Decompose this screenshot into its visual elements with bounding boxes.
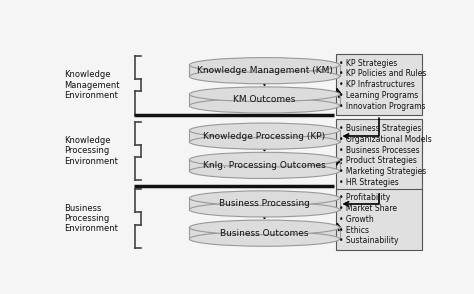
Text: Business Processing: Business Processing: [219, 199, 310, 208]
Text: Knlg. Processing Outcomes: Knlg. Processing Outcomes: [203, 161, 326, 170]
Text: • Profitability: • Profitability: [339, 193, 391, 202]
Text: Knowledge Processing (KP): Knowledge Processing (KP): [203, 132, 326, 141]
Text: KM Outcomes: KM Outcomes: [233, 96, 296, 104]
Text: • Marketing Strategies: • Marketing Strategies: [339, 167, 427, 176]
Text: • Market Share: • Market Share: [339, 204, 397, 213]
Text: • KP Infrastructures: • KP Infrastructures: [339, 80, 415, 89]
Text: Knowledge Management (KM): Knowledge Management (KM): [197, 66, 332, 75]
Bar: [190, 94, 339, 106]
Ellipse shape: [190, 58, 339, 72]
FancyBboxPatch shape: [336, 54, 422, 115]
Ellipse shape: [190, 135, 339, 149]
Ellipse shape: [190, 232, 339, 246]
Ellipse shape: [190, 152, 339, 167]
Text: • Product Strategies: • Product Strategies: [339, 156, 417, 165]
Bar: [190, 228, 339, 239]
Text: • Growth: • Growth: [339, 215, 374, 224]
Text: Knowledge
Management
Environment: Knowledge Management Environment: [64, 71, 120, 100]
Ellipse shape: [190, 123, 339, 138]
Text: • Learning Programs: • Learning Programs: [339, 91, 419, 100]
Text: Knowledge
Processing
Environment: Knowledge Processing Environment: [64, 136, 118, 166]
Text: • KP Strategies: • KP Strategies: [339, 59, 397, 68]
Text: • HR Strategies: • HR Strategies: [339, 178, 399, 187]
Ellipse shape: [190, 164, 339, 178]
Text: Business Outcomes: Business Outcomes: [220, 229, 309, 238]
Ellipse shape: [190, 87, 339, 101]
Ellipse shape: [190, 220, 339, 235]
Ellipse shape: [190, 202, 339, 217]
Text: • Organizational Models: • Organizational Models: [339, 135, 432, 144]
Text: Business
Processing
Environment: Business Processing Environment: [64, 204, 118, 233]
Ellipse shape: [190, 69, 339, 84]
FancyBboxPatch shape: [336, 188, 422, 250]
Text: • KP Policies and Rules: • KP Policies and Rules: [339, 69, 427, 78]
Text: • Business Strategies: • Business Strategies: [339, 124, 421, 133]
Bar: [190, 131, 339, 142]
Text: • Ethics: • Ethics: [339, 225, 369, 235]
Bar: [190, 198, 339, 210]
Text: • Business Processes: • Business Processes: [339, 146, 420, 155]
Text: • Innovation Programs: • Innovation Programs: [339, 102, 426, 111]
Bar: [190, 160, 339, 171]
Ellipse shape: [190, 98, 339, 113]
Ellipse shape: [190, 191, 339, 206]
FancyBboxPatch shape: [336, 119, 422, 192]
Text: • Sustainability: • Sustainability: [339, 236, 399, 245]
Bar: [190, 65, 339, 76]
